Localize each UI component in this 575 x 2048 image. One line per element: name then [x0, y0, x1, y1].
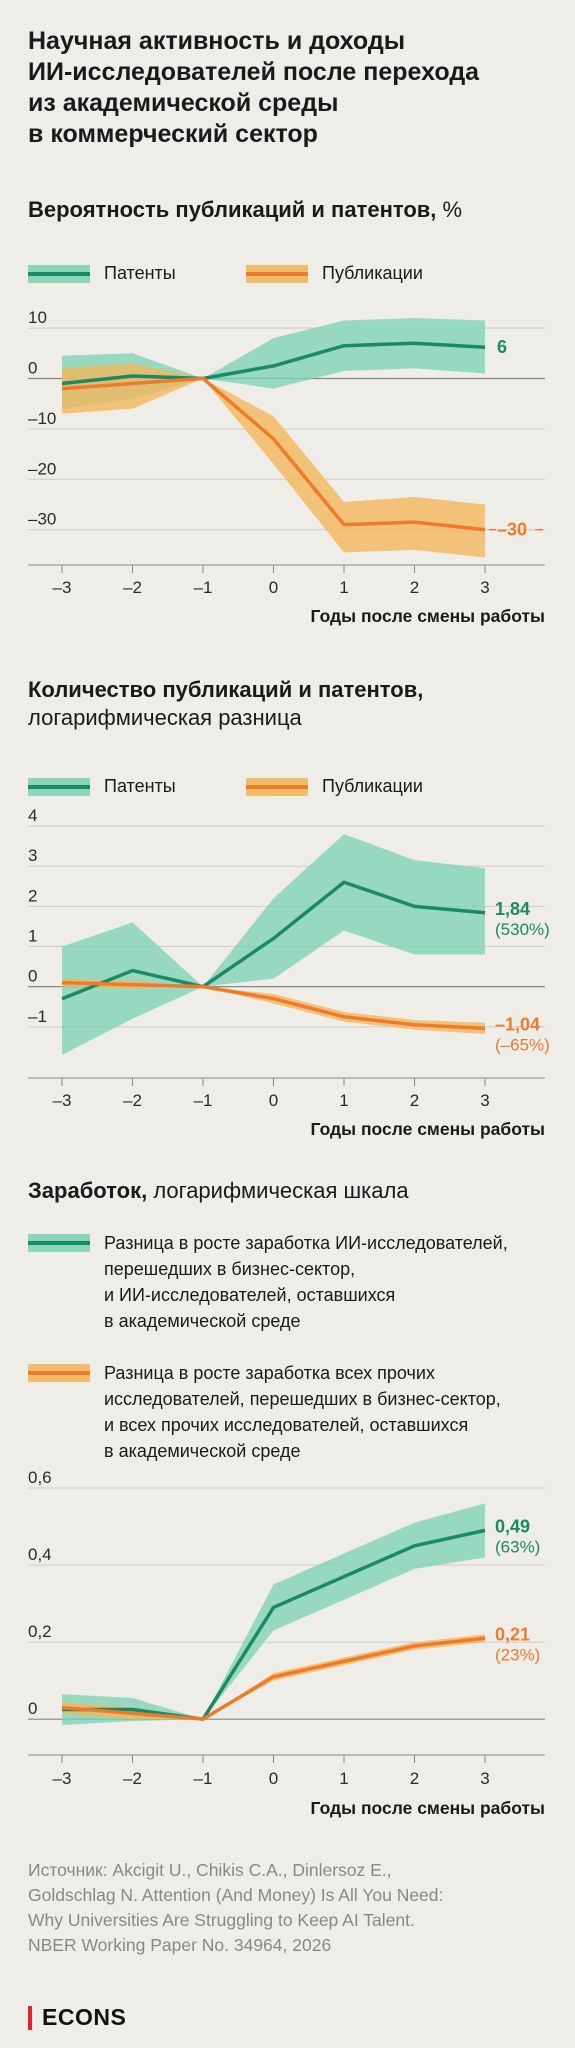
x-tick-label: –1: [194, 1769, 213, 1788]
section-title-rest: логарифмическая шкала: [147, 1178, 409, 1203]
y-tick-label: 10: [28, 308, 47, 327]
y-tick-label: 0,4: [28, 1545, 52, 1564]
confidence-band-1: [62, 363, 485, 558]
x-tick-label: –3: [53, 1769, 72, 1788]
legend-item-publications: Публикации: [246, 776, 423, 797]
logo-text: ECONS: [42, 2004, 127, 2030]
y-tick-label: 0,2: [28, 1622, 52, 1641]
econs-logo[interactable]: ECONS: [28, 2004, 126, 2031]
section-title-count: Количество публикаций и патентов, логариф…: [28, 676, 558, 732]
legend-label: Публикации: [322, 776, 423, 796]
y-tick-label: 0: [28, 1699, 37, 1718]
confidence-band-0: [62, 1503, 485, 1725]
legend-label: Патенты: [104, 263, 176, 283]
end-value-label: 0,21: [495, 1624, 530, 1644]
x-tick-label: 1: [339, 578, 348, 597]
x-tick-label: 0: [269, 1769, 278, 1788]
y-tick-label: –30: [28, 510, 56, 529]
y-tick-label: 0,6: [28, 1468, 52, 1487]
x-tick-label: –2: [123, 1091, 142, 1110]
legend-label: Разница в росте заработка ИИ-исследовате…: [104, 1233, 508, 1331]
section-title-earnings: Заработок, логарифмическая шкала: [28, 1177, 558, 1205]
y-tick-label: 2: [28, 886, 37, 905]
legend-label: Разница в росте заработка всех прочих ис…: [104, 1363, 501, 1461]
x-tick-label: –1: [194, 578, 213, 597]
y-tick-label: 3: [28, 846, 37, 865]
x-tick-label: 2: [410, 1091, 419, 1110]
x-tick-label: –2: [123, 1769, 142, 1788]
x-axis-label: Годы после смены работы: [311, 606, 545, 626]
legend-item-patents: Патенты: [28, 776, 176, 797]
end-value-label: 6: [497, 337, 507, 357]
chart-count: 4 3 2 1 0 –1 –3 –2 –1 0 1 2 3 Годы после смены работы…: [28, 806, 550, 1139]
page-title: Научная активность и доходы ИИ-исследова…: [28, 27, 480, 148]
end-value-label: –1,04: [495, 1014, 540, 1034]
end-value-sublabel: (–65%): [495, 1035, 550, 1054]
x-axis-label: Годы после смены работы: [311, 1798, 545, 1818]
legend-item-patents: Патенты: [28, 263, 176, 284]
end-value-sublabel: (530%): [495, 920, 550, 939]
x-tick-label: 1: [339, 1769, 348, 1788]
x-tick-label: 3: [480, 1769, 489, 1788]
x-tick-label: 0: [269, 1091, 278, 1110]
y-tick-label: –1: [28, 1007, 47, 1026]
confidence-band-0: [62, 834, 485, 1055]
x-tick-label: –3: [53, 1091, 72, 1110]
x-tick-label: –2: [123, 578, 142, 597]
y-tick-label: –10: [28, 409, 56, 428]
section-title-rest: логарифмическая разница: [28, 705, 302, 730]
y-tick-label: 0: [28, 358, 37, 377]
legend-item-publications: Публикации: [246, 263, 423, 284]
end-value-label: 1,84: [495, 899, 530, 919]
legend-item-ai-researchers: Разница в росте заработка ИИ-исследовате…: [28, 1230, 548, 1334]
y-tick-label: 4: [28, 806, 37, 825]
section-title-bold: Вероятность публикаций и патентов,: [28, 197, 437, 222]
source-note: Источник: Akcigit U., Chikis C.A., Dinle…: [28, 1860, 444, 1955]
legend-label: Публикации: [322, 263, 423, 283]
section-title-bold: Количество публикаций и патентов,: [28, 677, 424, 702]
x-tick-label: 0: [269, 578, 278, 597]
orange-swatch-icon: [28, 1364, 90, 1382]
y-tick-label: 1: [28, 927, 37, 946]
end-value-label: –30: [497, 520, 527, 540]
chart-earnings: 0,6 0,4 0,2 0 –3 –2 –1 0 1 2 3 Годы после смены раб…: [28, 1468, 545, 1818]
end-value-sublabel: (63%): [495, 1537, 540, 1556]
section-title-rest: %: [436, 197, 463, 222]
legend-item-other-researchers: Разница в росте заработка всех прочих ис…: [28, 1360, 548, 1464]
x-tick-label: 1: [339, 1091, 348, 1110]
orange-swatch-icon: [246, 777, 308, 796]
section-title-probability: Вероятность публикаций и патентов, %: [28, 196, 558, 224]
legend-label: Патенты: [104, 776, 176, 796]
orange-swatch-icon: [246, 264, 308, 283]
x-tick-label: 2: [410, 578, 419, 597]
x-tick-label: 2: [410, 1769, 419, 1788]
x-tick-label: 3: [480, 578, 489, 597]
x-tick-label: –1: [194, 1091, 213, 1110]
section-title-bold: Заработок,: [28, 1178, 148, 1203]
green-swatch-icon: [28, 264, 90, 283]
y-tick-label: 0: [28, 967, 37, 986]
x-tick-label: 3: [480, 1091, 489, 1110]
x-axis-label: Годы после смены работы: [311, 1119, 545, 1139]
green-swatch-icon: [28, 777, 90, 796]
logo-bar: [28, 2005, 32, 2030]
end-value-label: 0,49: [495, 1516, 530, 1536]
x-tick-label: –3: [53, 578, 72, 597]
y-tick-label: –20: [28, 459, 56, 478]
end-value-sublabel: (23%): [495, 1645, 540, 1664]
green-swatch-icon: [28, 1234, 90, 1252]
